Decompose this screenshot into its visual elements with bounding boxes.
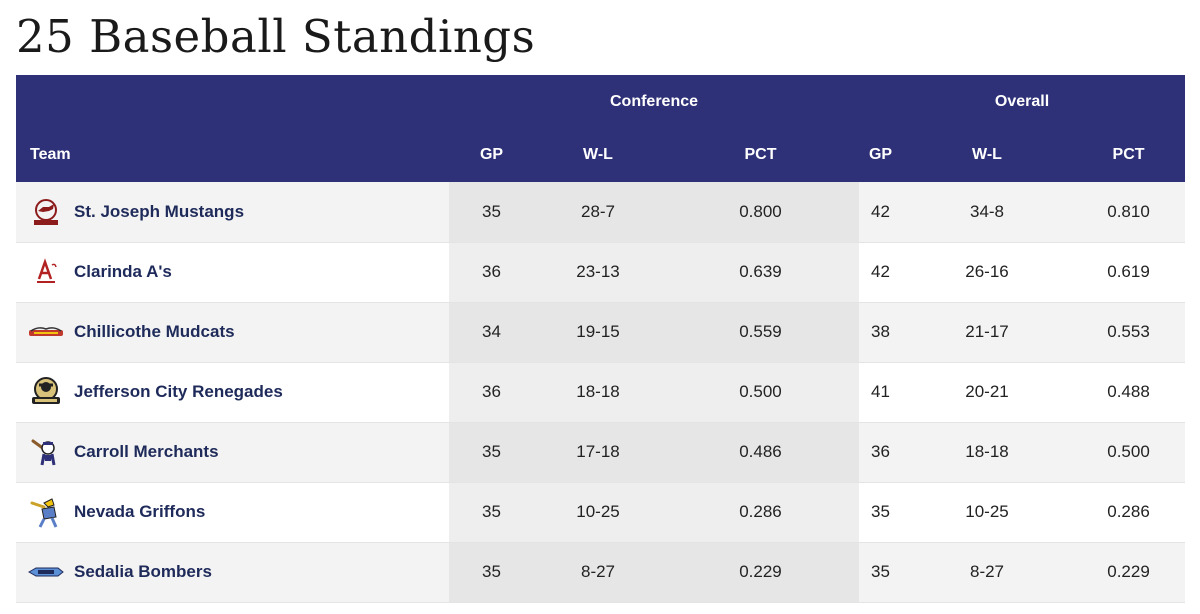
page-title: 25 Baseball Standings <box>16 10 536 63</box>
team-cell: St. Joseph Mustangs <box>16 182 449 242</box>
conf-pct-cell: 0.800 <box>662 182 859 242</box>
overall-group-header: Overall <box>994 92 1050 110</box>
merchants-logo-icon <box>28 436 64 468</box>
overall-wl-cell: 10-25 <box>902 482 1072 542</box>
overall-gp-column-header[interactable]: GP <box>868 146 893 163</box>
table-row: Jefferson City Renegades 36 18-18 0.500 … <box>16 362 1186 422</box>
team-link[interactable]: Nevada Griffons <box>74 502 206 521</box>
overall-pct-cell: 0.229 <box>1072 542 1186 602</box>
team-link[interactable]: Chillicothe Mudcats <box>74 322 235 341</box>
conference-group-header: Conference <box>609 92 699 110</box>
team-link[interactable]: Carroll Merchants <box>74 442 219 461</box>
conf-gp-cell: 34 <box>449 302 534 362</box>
conf-wl-cell: 28-7 <box>534 182 662 242</box>
team-cell: Clarinda A's <box>16 242 449 302</box>
overall-wl-cell: 8-27 <box>902 542 1072 602</box>
overall-wl-cell: 21-17 <box>902 302 1072 362</box>
overall-pct-cell: 0.488 <box>1072 362 1186 422</box>
conf-pct-cell: 0.559 <box>662 302 859 362</box>
overall-gp-cell: 42 <box>859 242 902 302</box>
overall-pct-cell: 0.810 <box>1072 182 1186 242</box>
conf-gp-cell: 36 <box>449 242 534 302</box>
team-cell: Nevada Griffons <box>16 482 449 542</box>
conf-pct-cell: 0.500 <box>662 362 859 422</box>
overall-pct-cell: 0.553 <box>1072 302 1186 362</box>
conf-gp-cell: 35 <box>449 422 534 482</box>
conf-gp-cell: 35 <box>449 482 534 542</box>
renegades-logo-icon <box>28 376 64 408</box>
table-row: Sedalia Bombers 35 8-27 0.229 35 8-27 0.… <box>16 542 1186 602</box>
conf-wl-cell: 19-15 <box>534 302 662 362</box>
conf-pct-column-header[interactable]: PCT <box>744 146 777 163</box>
conf-wl-cell: 10-25 <box>534 482 662 542</box>
overall-pct-column-header[interactable]: PCT <box>1112 146 1145 163</box>
conf-gp-column-header[interactable]: GP <box>479 146 504 163</box>
table-row: Clarinda A's 36 23-13 0.639 42 26-16 0.6… <box>16 242 1186 302</box>
overall-pct-cell: 0.286 <box>1072 482 1186 542</box>
team-cell: Jefferson City Renegades <box>16 362 449 422</box>
overall-wl-cell: 20-21 <box>902 362 1072 422</box>
team-cell: Sedalia Bombers <box>16 542 449 602</box>
overall-gp-cell: 35 <box>859 482 902 542</box>
team-cell: Chillicothe Mudcats <box>16 302 449 362</box>
conf-gp-cell: 35 <box>449 542 534 602</box>
overall-gp-cell: 38 <box>859 302 902 362</box>
conf-wl-cell: 18-18 <box>534 362 662 422</box>
conf-pct-cell: 0.486 <box>662 422 859 482</box>
mustang-logo-icon <box>28 196 64 228</box>
mudcats-logo-icon <box>28 316 64 348</box>
overall-gp-cell: 35 <box>859 542 902 602</box>
clarinda-logo-icon <box>28 256 64 288</box>
team-link[interactable]: Clarinda A's <box>74 262 172 281</box>
table-row: Carroll Merchants 35 17-18 0.486 36 18-1… <box>16 422 1186 482</box>
overall-wl-column-header[interactable]: W-L <box>972 146 1002 163</box>
overall-wl-cell: 34-8 <box>902 182 1072 242</box>
team-link[interactable]: St. Joseph Mustangs <box>74 201 245 221</box>
table-row: Nevada Griffons 35 10-25 0.286 35 10-25 … <box>16 482 1186 542</box>
conf-wl-cell: 23-13 <box>534 242 662 302</box>
table-row: St. Joseph Mustangs 35 28-7 0.800 42 34-… <box>16 182 1186 242</box>
column-header-row: Team GP W-L PCT GP W-L PCT <box>16 128 1186 182</box>
conf-gp-cell: 36 <box>449 362 534 422</box>
conf-pct-cell: 0.286 <box>662 482 859 542</box>
overall-pct-cell: 0.619 <box>1072 242 1186 302</box>
overall-gp-cell: 36 <box>859 422 902 482</box>
overall-wl-cell: 18-18 <box>902 422 1072 482</box>
conf-gp-cell: 35 <box>449 182 534 242</box>
team-link[interactable]: Jefferson City Renegades <box>74 382 283 401</box>
bombers-logo-icon <box>28 556 64 588</box>
group-spacer <box>16 75 449 128</box>
conf-pct-cell: 0.639 <box>662 242 859 302</box>
overall-wl-cell: 26-16 <box>902 242 1072 302</box>
conf-pct-cell: 0.229 <box>662 542 859 602</box>
team-link[interactable]: Sedalia Bombers <box>74 562 212 581</box>
group-header-row: Conference Overall <box>16 75 1186 128</box>
conf-wl-cell: 17-18 <box>534 422 662 482</box>
conf-wl-column-header[interactable]: W-L <box>583 146 613 163</box>
overall-gp-cell: 42 <box>859 182 902 242</box>
conf-wl-cell: 8-27 <box>534 542 662 602</box>
team-cell: Carroll Merchants <box>16 422 449 482</box>
overall-pct-cell: 0.500 <box>1072 422 1186 482</box>
table-row: Chillicothe Mudcats 34 19-15 0.559 38 21… <box>16 302 1186 362</box>
griffons-logo-icon <box>28 496 64 528</box>
team-column-header[interactable]: Team <box>30 146 71 163</box>
standings-table: Conference Overall Team GP W-L PCT GP W-… <box>16 75 1186 603</box>
overall-gp-cell: 41 <box>859 362 902 422</box>
